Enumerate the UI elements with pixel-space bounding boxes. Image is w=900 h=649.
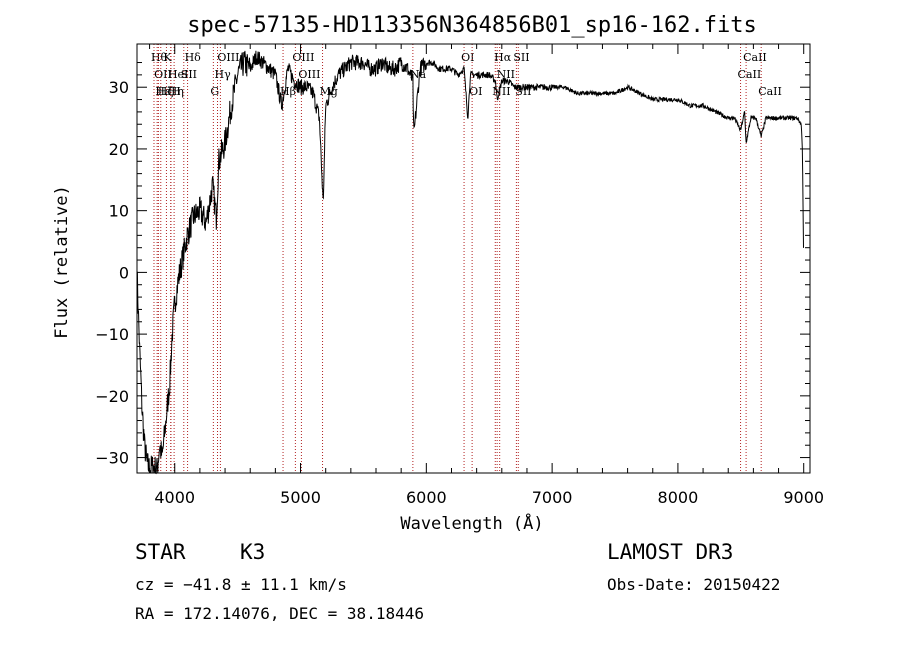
line-markers: HθOIIHεHζKHηHeIHSIIHδGHγOIIIHβOIIIOIIIMg… <box>151 44 782 473</box>
axis-ticks: 4000 5000 6000 7000 8000 9000 −30 −20 −10 0 10 20 30 <box>95 44 824 507</box>
obs-date: Obs-Date: 20150422 <box>607 575 781 594</box>
line-marker-label: Hη <box>168 85 184 98</box>
y-tick-label: 10 <box>109 202 129 221</box>
x-tick-label: 4000 <box>154 488 195 507</box>
y-axis-label: Flux (relative) <box>52 185 72 339</box>
line-marker-label: SII <box>513 51 529 64</box>
spectral-subclass: K3 <box>240 540 266 564</box>
line-marker-label: Hθ <box>151 51 168 64</box>
line-marker-label: OI <box>461 51 474 64</box>
y-tick-label: −30 <box>95 449 129 468</box>
line-marker-label: CaII <box>743 51 767 64</box>
line-marker-label: Hα <box>494 51 512 64</box>
x-tick-label: 6000 <box>406 488 447 507</box>
line-marker-label: SII <box>181 68 197 81</box>
redshift-value: cz = −41.8 ± 11.1 km/s <box>135 575 347 594</box>
chart-title: spec-57135-HD113356N364856B01_sp16-162.f… <box>187 13 757 38</box>
x-tick-label: 9000 <box>783 488 824 507</box>
object-type: STAR <box>135 540 186 564</box>
y-tick-label: 30 <box>109 78 129 97</box>
line-marker-label: CaII <box>738 68 762 81</box>
line-marker-label: Hβ <box>280 85 296 98</box>
line-marker-label: H <box>171 85 181 98</box>
coordinates: RA = 172.14076, DEC = 38.18446 <box>135 604 424 623</box>
line-marker-label: Hγ <box>215 68 232 81</box>
line-marker-label: Hε <box>155 85 171 98</box>
x-tick-label: 5000 <box>280 488 321 507</box>
line-marker-label: Hδ <box>185 51 202 64</box>
line-marker-label: G <box>210 85 219 98</box>
line-marker-label: CaII <box>758 85 782 98</box>
line-marker-label: OIII <box>292 51 314 64</box>
survey-name: LAMOST DR3 <box>607 540 734 564</box>
line-marker-label: K <box>163 51 172 64</box>
y-tick-label: −20 <box>95 387 129 406</box>
plot-frame <box>136 43 811 474</box>
x-tick-label: 7000 <box>532 488 573 507</box>
line-marker-label: OIII <box>298 68 320 81</box>
line-marker-label: Na <box>410 68 427 81</box>
x-tick-label: 8000 <box>658 488 699 507</box>
line-marker-label: OI <box>469 85 482 98</box>
y-tick-label: 20 <box>109 140 129 159</box>
y-tick-label: −10 <box>95 325 129 344</box>
line-marker-label: NII <box>492 85 510 98</box>
y-tick-label: 0 <box>119 263 129 282</box>
spectrum-line <box>136 50 804 475</box>
line-marker-label: OIII <box>217 51 239 64</box>
line-marker-label: Hζ <box>158 85 174 98</box>
line-marker-label: NII <box>497 68 515 81</box>
x-axis-label: Wavelength (Å) <box>400 512 543 534</box>
